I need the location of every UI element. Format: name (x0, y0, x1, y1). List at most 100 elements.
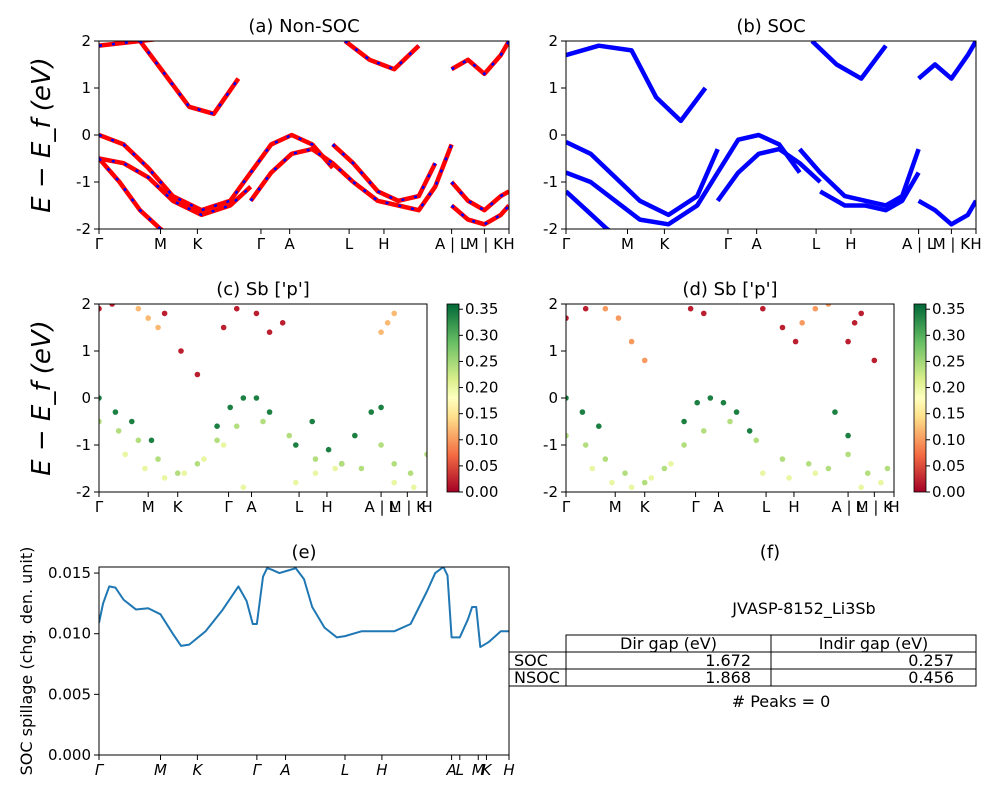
scatter-point-c-2-8 (266, 409, 273, 415)
xtick-label-c-5: L (295, 498, 304, 516)
scatter-point-c-3-8 (260, 418, 266, 425)
xtick-label-d-5: L (762, 498, 771, 516)
scatter-point-c-0-7 (253, 310, 260, 317)
scatter-point-c-3-16 (424, 451, 427, 458)
table-indir-gap-1: 0.456 (908, 668, 954, 687)
xtick-label-d-8: M | K (856, 498, 895, 516)
cb-label-d-2: 0.10 (932, 431, 965, 449)
band-line-b-0 (566, 43, 708, 124)
scatter-point-d-3-1 (582, 442, 589, 448)
spillage-group (99, 567, 509, 649)
scatter-point-d-3-0 (566, 432, 569, 439)
xtick-label-d-3: Γ (691, 498, 700, 516)
scatter-point-d-2-3 (681, 418, 687, 425)
scatter-point-d-3-3 (622, 470, 628, 477)
scatter-point-d-0-9 (858, 310, 864, 317)
xtick-label-b-2: K (659, 235, 670, 253)
scatter-point-c-3-15 (407, 470, 414, 477)
scatter-point-d-3-6 (681, 442, 687, 448)
xtick-label-a-1: M (154, 235, 167, 253)
ylabel-c: E − E_f (eV) (27, 320, 57, 476)
scatter-point-d-4-7 (812, 470, 819, 477)
scatter-point-d-0-6 (792, 338, 799, 345)
cb-label-c-7: 0.35 (465, 300, 498, 318)
xtick-label-d-6: H (788, 498, 799, 516)
ylabel-e: SOC spillage (chg. den. unit) (17, 547, 36, 776)
panel-title-d: (d) Sb ['p'] (682, 279, 777, 300)
xtick-label-d-9: H (888, 498, 899, 516)
panel-title-b: (b) SOC (736, 16, 805, 37)
xtick-label-c-0: Γ (95, 498, 104, 516)
ytick-label-a-4: 2 (81, 32, 91, 50)
cb-label-d-5: 0.25 (932, 352, 965, 370)
xtick-label-e-2: K (192, 761, 203, 779)
scatter-point-c-3-7 (233, 423, 240, 430)
ytick-label-c-1: -1 (76, 436, 91, 454)
ytick-label-c-4: 2 (81, 295, 91, 313)
scatter-point-c-4-8 (312, 470, 319, 477)
scatter-point-d-1-3 (641, 357, 648, 364)
colorbar-c (446, 303, 460, 493)
scatter-point-d-1-6 (825, 304, 832, 307)
scatter-point-d-1-4 (799, 320, 805, 326)
xtick-label-b-9: H (970, 235, 981, 253)
scatter-point-d-4-5 (760, 470, 766, 477)
band-line-b-6 (798, 147, 921, 208)
band-dash-a-9 (344, 41, 420, 71)
ytick-label-d-0: -2 (543, 483, 558, 501)
axes-frame-b (565, 40, 977, 230)
xtick-label-a-6: H (378, 235, 389, 253)
scatter-point-c-3-9 (286, 432, 293, 439)
xtick-label-c-1: M (142, 498, 155, 516)
ylabel-a: E − E_f (eV) (27, 57, 57, 213)
scatter-point-d-4-1 (609, 479, 615, 486)
scatter-point-c-0-2 (161, 310, 168, 317)
axes-frame-c (98, 303, 428, 493)
scatter-point-c-2-11 (325, 446, 332, 453)
cb-label-c-5: 0.25 (465, 352, 498, 370)
xtick-label-a-4: A (285, 235, 296, 253)
scatter-point-c-4-4 (201, 456, 207, 462)
band-line-a-7 (331, 142, 438, 204)
xtick-label-b-7: A | L (902, 235, 936, 253)
xtick-label-d-4: A (713, 498, 724, 516)
scatter-point-d-0-2 (687, 305, 694, 312)
band-dash-a-0 (99, 41, 151, 47)
band-line-b-5 (715, 146, 822, 203)
scatter-point-d-4-4 (668, 461, 674, 467)
ytick-label-c-2: 0 (81, 389, 91, 407)
scatter-point-d-0-8 (851, 320, 858, 326)
scatter-point-d-2-2 (596, 423, 602, 430)
scatter-point-c-2-13 (352, 432, 358, 439)
table-subtitle: JVASP-8152_Li3Sb (731, 599, 875, 619)
panel-title-e: (e) (291, 542, 316, 563)
cb-label-c-2: 0.10 (465, 431, 498, 449)
xtick-label-b-1: M (621, 235, 634, 253)
scatter-point-c-2-1 (112, 409, 119, 415)
band-line-b-8 (810, 41, 888, 81)
band-dash-a-1 (138, 41, 240, 116)
scatter-point-c-3-13 (378, 442, 384, 448)
scatter-point-d-3-4 (641, 479, 648, 486)
ytick-label-b-0: -2 (543, 220, 558, 238)
xtick-label-c-4: A (246, 498, 257, 516)
band-line-a-3 (99, 156, 253, 218)
bands-group-b (566, 41, 976, 229)
xtick-label-e-11: H (503, 761, 514, 779)
ytick-label-e-3: 0.015 (48, 564, 91, 582)
scatter-point-c-3-3 (155, 456, 161, 462)
xtick-label-a-7: A | L (435, 235, 469, 253)
xtick-label-b-8: M | K (933, 235, 972, 253)
ytick-label-b-2: 0 (548, 126, 558, 144)
scatter-point-c-3-11 (338, 461, 345, 467)
xtick-label-b-4: A (752, 235, 763, 253)
scatter-point-d-4-8 (858, 484, 864, 491)
band-dash-a-4 (99, 157, 163, 229)
scatter-point-c-2-7 (253, 395, 260, 401)
xtick-label-a-2: K (192, 235, 203, 253)
scatter-point-c-3-5 (194, 461, 201, 467)
scatter-point-d-4-6 (786, 475, 792, 481)
scatter-point-c-1-2 (155, 324, 161, 331)
ytick-label-c-3: 1 (81, 342, 91, 360)
scatter-point-d-2-4 (694, 399, 700, 406)
